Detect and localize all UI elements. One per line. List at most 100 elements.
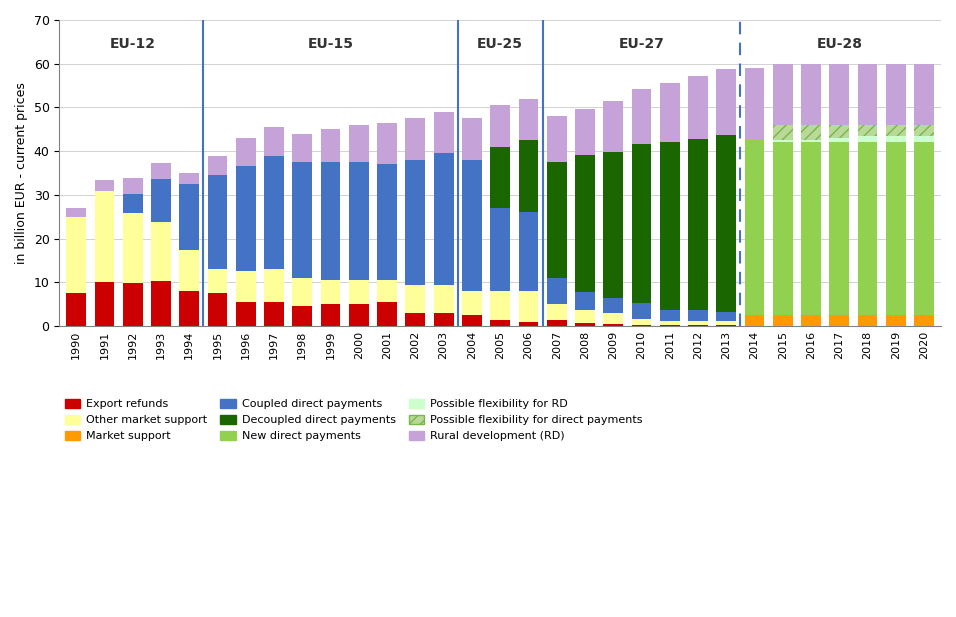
Bar — [434, 154, 453, 284]
Bar — [434, 112, 453, 154]
Bar — [95, 283, 115, 326]
Bar — [801, 143, 821, 315]
Text: EU-15: EU-15 — [308, 38, 354, 51]
Bar — [801, 125, 821, 140]
Bar — [236, 138, 255, 167]
Bar — [772, 125, 793, 140]
Bar — [405, 118, 425, 160]
Bar — [123, 178, 142, 194]
Bar — [660, 141, 680, 310]
Bar — [547, 278, 567, 304]
Bar — [830, 138, 849, 143]
Bar — [772, 315, 793, 326]
Bar — [405, 284, 425, 313]
Bar — [264, 302, 284, 326]
Bar — [914, 136, 934, 143]
Bar — [660, 321, 680, 325]
Bar — [434, 313, 453, 326]
Bar — [603, 325, 623, 326]
Bar — [886, 125, 905, 136]
Bar — [236, 167, 255, 271]
Bar — [660, 325, 680, 326]
Bar — [603, 313, 623, 325]
Bar — [123, 213, 142, 283]
Bar — [378, 164, 397, 280]
Bar — [858, 125, 878, 136]
Bar — [632, 144, 651, 304]
Bar — [688, 325, 707, 326]
Bar — [123, 283, 142, 326]
Bar — [490, 106, 511, 147]
Bar — [180, 184, 199, 249]
Bar — [264, 127, 284, 155]
Bar — [320, 130, 340, 162]
Bar — [518, 99, 538, 140]
Bar — [151, 281, 171, 326]
Bar — [801, 125, 821, 140]
Bar — [886, 136, 905, 143]
Bar — [745, 68, 765, 140]
Bar — [95, 180, 115, 191]
Bar — [716, 325, 736, 326]
Bar — [772, 64, 793, 125]
Bar — [518, 291, 538, 321]
Bar — [575, 310, 595, 323]
Bar — [745, 315, 765, 326]
Bar — [660, 83, 680, 141]
Bar — [293, 162, 313, 278]
Bar — [886, 143, 905, 315]
Bar — [293, 134, 313, 162]
Bar — [716, 312, 736, 321]
Text: EU-12: EU-12 — [110, 38, 156, 51]
Bar — [547, 304, 567, 320]
Bar — [858, 143, 878, 315]
Bar — [349, 162, 369, 280]
Bar — [772, 143, 793, 315]
Bar — [716, 69, 736, 135]
Bar — [518, 321, 538, 326]
Bar — [462, 160, 482, 291]
Bar — [207, 175, 228, 269]
Bar — [886, 64, 905, 125]
Bar — [688, 321, 707, 325]
Bar — [632, 325, 651, 326]
Bar — [858, 125, 878, 136]
Bar — [490, 320, 511, 326]
Bar — [264, 269, 284, 302]
Bar — [830, 125, 849, 138]
Bar — [632, 318, 651, 325]
Bar — [462, 118, 482, 160]
Bar — [575, 109, 595, 155]
Bar — [914, 125, 934, 136]
Bar — [151, 164, 171, 179]
Bar — [801, 315, 821, 326]
Bar — [914, 315, 934, 326]
Bar — [378, 302, 397, 326]
Bar — [320, 162, 340, 280]
Bar — [547, 162, 567, 278]
Bar — [264, 155, 284, 269]
Bar — [462, 291, 482, 315]
Bar — [801, 64, 821, 125]
Bar — [349, 125, 369, 162]
Bar — [293, 307, 313, 326]
Bar — [293, 278, 313, 307]
Text: EU-27: EU-27 — [619, 38, 664, 51]
Bar — [180, 249, 199, 291]
Bar — [603, 101, 623, 152]
Bar — [688, 310, 707, 321]
Bar — [151, 179, 171, 223]
Bar — [207, 155, 228, 175]
Bar — [378, 280, 397, 302]
Bar — [603, 152, 623, 298]
Bar — [349, 280, 369, 304]
Text: EU-25: EU-25 — [477, 38, 523, 51]
Bar — [914, 125, 934, 136]
Bar — [858, 136, 878, 143]
Bar — [66, 217, 86, 293]
Bar — [151, 223, 171, 281]
Bar — [405, 313, 425, 326]
Bar — [320, 304, 340, 326]
Bar — [632, 304, 651, 318]
Bar — [858, 64, 878, 125]
